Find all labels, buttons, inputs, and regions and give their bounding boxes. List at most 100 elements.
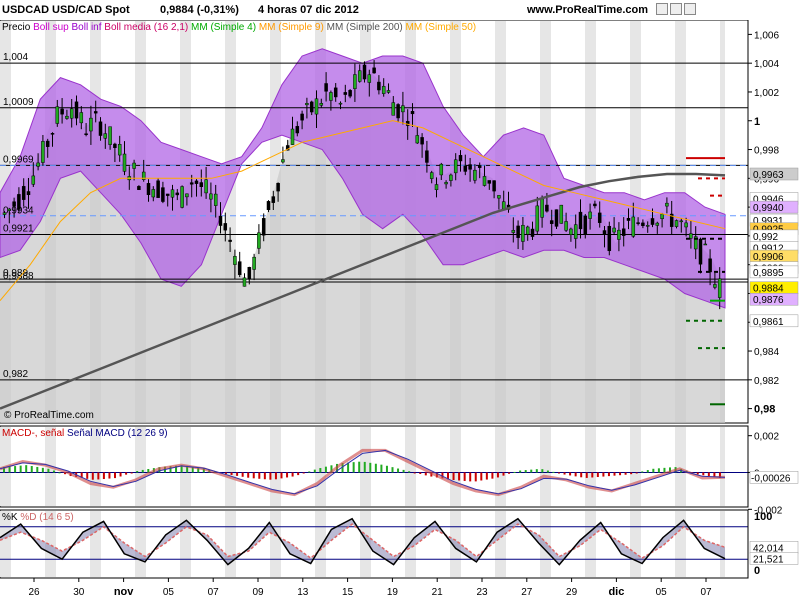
macd-hist-bar	[125, 472, 128, 475]
macd-hist-bar	[97, 472, 100, 480]
candle-body	[362, 64, 367, 80]
candle-body	[477, 165, 482, 168]
x-tick-label: 21	[432, 587, 444, 598]
hline-label: 0,9921	[3, 223, 34, 234]
macd-hist-bar	[652, 468, 655, 473]
legend-boll-sup: Boll sup	[33, 22, 69, 33]
macd-hist-bar	[297, 472, 300, 476]
candle-body	[353, 74, 357, 89]
candle-body	[31, 175, 36, 185]
candle-body	[146, 183, 151, 196]
price-tick-label: 1,006	[754, 30, 779, 41]
price-tag: 0,992	[753, 232, 778, 243]
macd-hist-bar	[463, 472, 466, 481]
macd-hist-bar	[36, 466, 39, 473]
macd-hist-bar	[485, 472, 488, 480]
macd-hist-bar	[380, 464, 383, 473]
minimize-icon[interactable]	[656, 3, 668, 15]
candle-body	[434, 184, 439, 190]
day-stripe	[720, 511, 725, 577]
price-tag-bg	[749, 200, 799, 214]
macd-hist-bar	[191, 466, 194, 473]
price-tick-label: 1,002	[754, 88, 779, 99]
macd-hist-bar	[541, 469, 544, 473]
macd-hist-bar	[591, 472, 594, 478]
maximize-icon[interactable]	[670, 3, 682, 15]
macd-value-tag: -0,00026	[751, 473, 791, 484]
candle-body	[386, 90, 391, 93]
macd-hist-bar	[114, 472, 116, 479]
macd-hist-bar	[352, 462, 355, 473]
macd-hist-bar	[180, 465, 183, 473]
site-label[interactable]: www.ProRealTime.com	[526, 4, 648, 16]
day-stripe	[540, 427, 551, 506]
candle-body	[300, 113, 304, 121]
candle-body	[98, 121, 103, 136]
price-tick-label: 0,982	[754, 376, 779, 387]
macd-hist-bar	[308, 471, 311, 473]
candle-body	[233, 256, 237, 265]
stoch-tick-label: 100	[754, 511, 772, 523]
macd-hist-bar	[413, 472, 416, 474]
candle-body	[583, 215, 588, 235]
legend-mm4: MM (Simple 4)	[191, 22, 257, 33]
candle-body	[132, 162, 136, 169]
day-stripe	[225, 427, 236, 506]
day-stripe	[405, 427, 416, 506]
macd-hist-bar	[408, 471, 411, 473]
price-tag-bg	[749, 292, 799, 306]
last-change-label: 0,9884 (-0,31%)	[160, 4, 239, 16]
macd-hist-bar	[136, 471, 139, 473]
macd-title-b: Señal MACD (12 26 9)	[67, 428, 168, 439]
stoch-value-tag: 42,014	[753, 543, 784, 554]
candle-body	[209, 193, 213, 200]
macd-hist-bar	[635, 472, 638, 474]
candle-body	[569, 228, 573, 235]
candle-body	[252, 256, 256, 270]
candle-body	[463, 165, 468, 172]
candle-body	[199, 182, 204, 188]
day-stripe	[585, 427, 596, 506]
macd-hist-bar	[330, 465, 333, 473]
price-tag: 0,9895	[753, 268, 784, 279]
candle-body	[501, 201, 506, 210]
candle-body	[122, 153, 127, 172]
macd-tick-label: -0,002	[754, 505, 783, 516]
candle-body	[50, 133, 55, 135]
macd-hist-bar	[402, 469, 405, 473]
macd-hist-bar	[52, 470, 55, 473]
candle-body	[343, 92, 348, 95]
candle-body	[89, 117, 93, 132]
candle-body	[84, 133, 88, 135]
macd-hist-bar	[324, 466, 327, 473]
stoch-k-line	[0, 517, 726, 566]
x-tick-label: 07	[208, 587, 220, 598]
symbol-label: USDCAD	[2, 4, 50, 16]
candle-body	[602, 230, 607, 235]
candle-body	[650, 218, 655, 225]
candle-body	[223, 223, 228, 231]
candle-body	[684, 222, 688, 228]
price-tag: 0,9861	[753, 317, 784, 328]
hline-label: 0,982	[3, 369, 28, 380]
candle-body	[74, 101, 79, 119]
macd-hist-bar	[574, 472, 577, 477]
candle-body	[271, 196, 276, 203]
macd-hist-bar	[513, 471, 516, 473]
candle-body	[141, 171, 146, 180]
stoch-title-b: %D (14 6 5)	[20, 512, 74, 523]
x-tick-label: 05	[656, 587, 668, 598]
price-tick-label: 0,998	[754, 146, 779, 157]
macd-hist-bar	[496, 472, 499, 478]
day-stripe	[90, 427, 101, 506]
day-stripe	[225, 511, 236, 577]
macd-hist-bar	[663, 467, 666, 473]
close-icon[interactable]	[684, 3, 696, 15]
macd-hist-bar	[613, 472, 616, 476]
macd-panel-bg	[0, 425, 749, 508]
stoch-d-line	[0, 523, 726, 560]
price-area	[0, 70, 725, 424]
candle-body	[612, 227, 616, 233]
candle-body	[655, 222, 660, 226]
candle-body	[281, 159, 285, 163]
